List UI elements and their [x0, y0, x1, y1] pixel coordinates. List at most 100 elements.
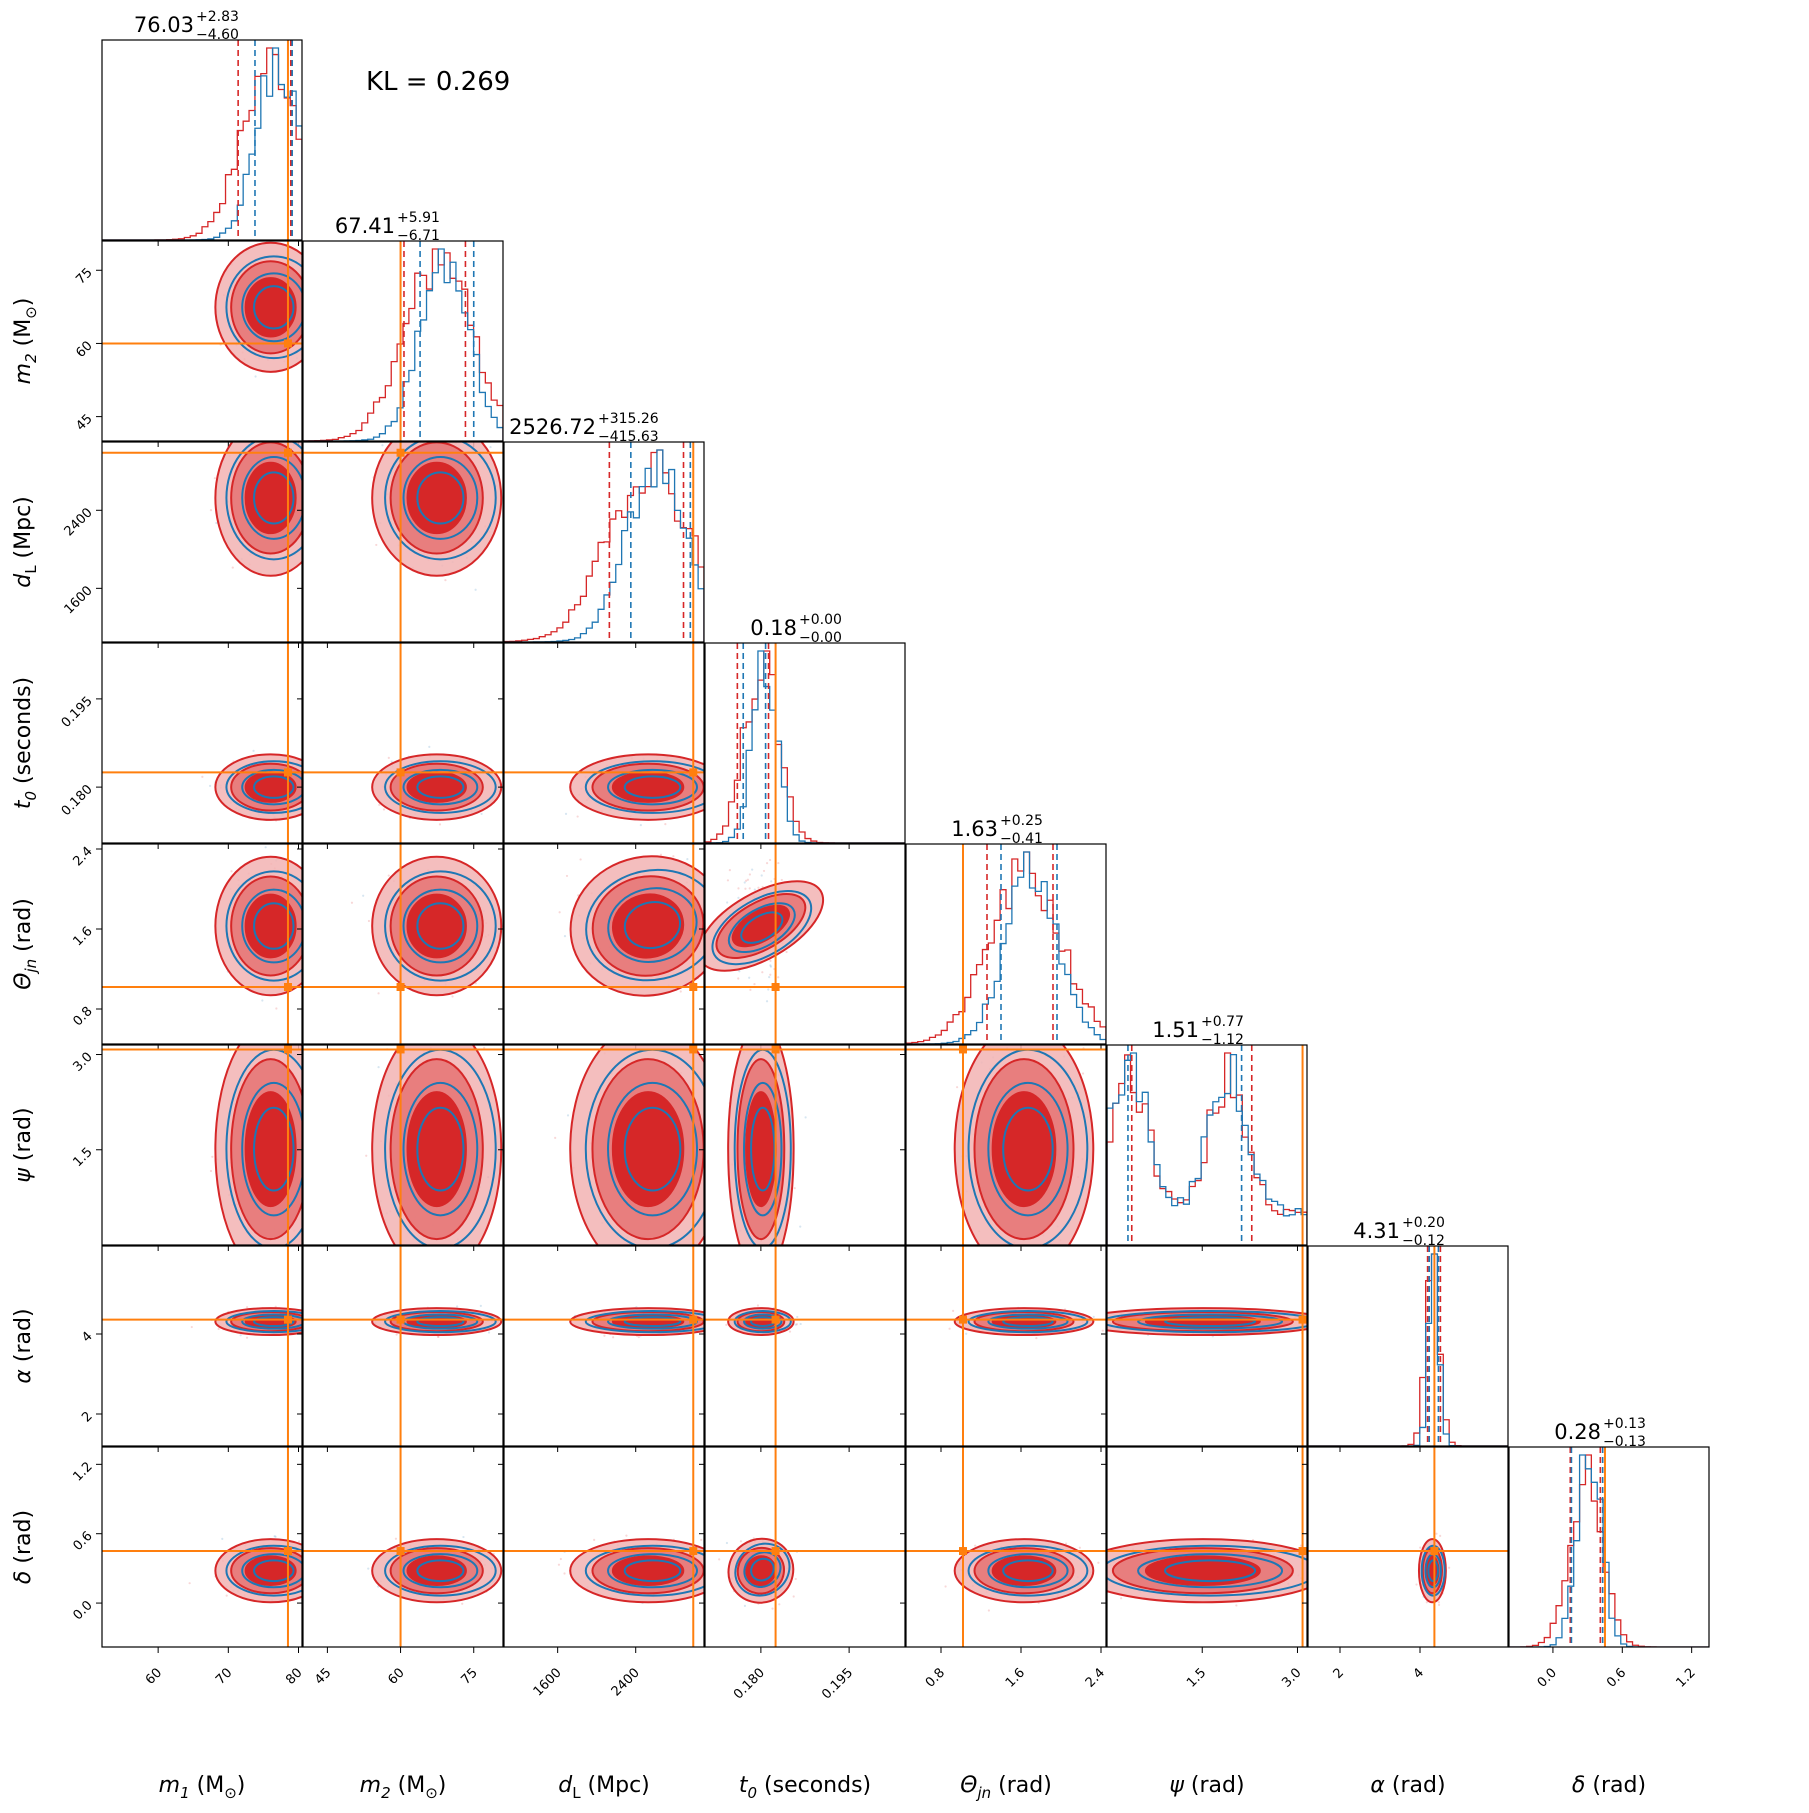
truth-marker: [1430, 1547, 1439, 1556]
sample-point: [713, 1143, 715, 1145]
truth-marker: [959, 1315, 967, 1324]
sample-point: [285, 1263, 287, 1265]
sample-point: [728, 869, 731, 872]
sample-point: [377, 992, 380, 995]
sample-point: [308, 1211, 310, 1213]
axis-label-3: t0 (seconds): [11, 677, 40, 809]
sample-point: [305, 536, 307, 538]
sample-point: [307, 767, 309, 769]
contour-panel-5-2: [498, 1001, 715, 1251]
sample-point: [462, 1535, 465, 1539]
sample-point: [381, 444, 384, 447]
x-tick-label: 80: [283, 1665, 305, 1687]
sample-point: [506, 935, 508, 937]
contour-panel-6-5: [1101, 1245, 1353, 1452]
contour-blue-0: [384, 1544, 497, 1597]
contour-blue-2: [623, 1316, 682, 1328]
sample-point: [188, 1582, 191, 1585]
panel-frame: [704, 1245, 906, 1447]
contour-blue-0: [584, 1544, 704, 1597]
sample-point: [639, 824, 642, 827]
sample-point: [310, 1589, 312, 1591]
axis-label-7: δ (rad): [1572, 1773, 1646, 1798]
panel-frame: [302, 1446, 504, 1648]
sample-point: [305, 1325, 307, 1327]
sample-point: [268, 1250, 270, 1252]
contour-blue-1: [1137, 1313, 1284, 1330]
y-tick-label: 2400: [62, 505, 96, 539]
sample-point: [459, 1287, 461, 1289]
sample-point: [481, 431, 483, 433]
sample-point: [566, 1114, 570, 1117]
sample-point: [948, 1327, 951, 1330]
contour-blue-2: [416, 775, 465, 799]
contour-blue-1: [607, 1081, 699, 1217]
sample-point: [304, 1316, 306, 1318]
contour-blue-1: [987, 1081, 1069, 1217]
sample-point: [350, 901, 354, 904]
panel-frame: [101, 843, 303, 1045]
sample-point: [316, 503, 318, 505]
contour-blue-0: [225, 760, 302, 814]
contour-blue-1: [402, 768, 479, 806]
panel-frame: [503, 1446, 705, 1648]
sample-point: [256, 413, 258, 415]
sample-point: [794, 1577, 797, 1581]
sample-point: [672, 855, 675, 858]
sample-point: [1093, 1586, 1095, 1588]
contour-blue-2: [1002, 1559, 1054, 1583]
sample-point: [220, 400, 222, 402]
contour-blue-2: [740, 911, 784, 944]
contour-panel-7-1: 45 60 75: [297, 1446, 504, 1688]
sample-point: [700, 1001, 702, 1003]
sample-point: [318, 775, 320, 777]
sample-point: [298, 425, 300, 427]
sample-point: [215, 521, 218, 525]
sample-point: [190, 1325, 193, 1329]
sample-point: [273, 1535, 276, 1538]
title-minus-7: −0.13: [1603, 1434, 1646, 1450]
sample-point: [239, 1334, 242, 1337]
sample-point: [956, 1086, 959, 1089]
sample-point: [245, 1306, 249, 1309]
contour-blue-0: [225, 1310, 302, 1334]
sample-point: [331, 1581, 333, 1583]
sample-point: [456, 1305, 459, 1308]
contour-blue-1: [241, 456, 302, 540]
axis-label-4: Θjn (rad): [11, 898, 40, 990]
title-median-4: 1.63: [951, 817, 998, 841]
sample-point: [1321, 1561, 1323, 1563]
histogram-0: 76.03 +2.83 −4.60: [101, 9, 303, 246]
sample-point: [710, 1199, 712, 1201]
x-tick-label: 2.4: [1083, 1665, 1108, 1690]
y-tick-label: 1.6: [70, 924, 95, 949]
contour-red-2: [406, 893, 467, 959]
sample-point: [390, 760, 393, 763]
axis-label-6: α (rad): [1370, 1773, 1445, 1798]
sample-point: [1235, 1604, 1238, 1607]
contour-panel-6-3: [699, 1245, 906, 1452]
panel-frame: [905, 1245, 1107, 1447]
contour-blue-1: [241, 888, 302, 964]
title-median-3: 0.18: [750, 616, 797, 640]
sample-point: [750, 1262, 752, 1264]
sample-point: [433, 1018, 435, 1020]
contour-blue-0: [225, 442, 302, 561]
sample-point: [325, 1575, 327, 1577]
y-tick-label: 75: [73, 265, 95, 287]
x-tick-label: 2400: [609, 1665, 643, 1699]
y-tick-label: 1600: [62, 583, 96, 617]
truth-marker: [959, 1045, 967, 1054]
sample-point: [664, 823, 667, 826]
sample-point: [303, 990, 305, 992]
sample-point: [247, 416, 249, 418]
sample-point: [1351, 1326, 1353, 1328]
sample-point: [444, 579, 447, 582]
sample-point: [741, 1270, 743, 1272]
panel-frame: [1307, 1446, 1509, 1648]
sample-point: [1324, 1324, 1326, 1326]
truth-marker: [283, 339, 292, 348]
axis-label-0: m1 (M⊙): [159, 1773, 246, 1802]
truth-marker: [396, 983, 405, 991]
